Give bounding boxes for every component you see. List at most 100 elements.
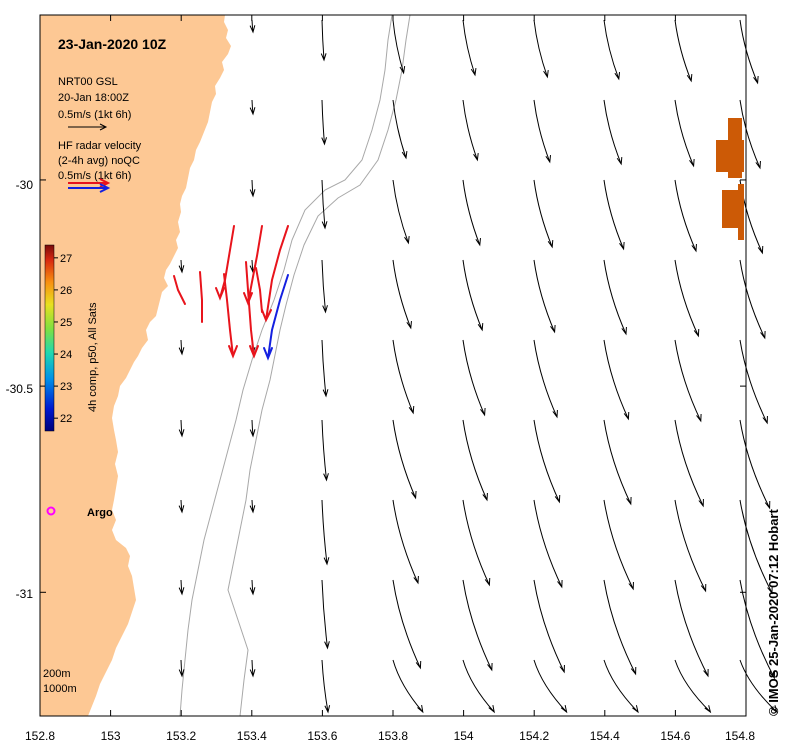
y-tick-label: -30.5 bbox=[6, 382, 34, 396]
model-arrow bbox=[392, 99, 408, 160]
land-mass bbox=[40, 15, 231, 716]
model-arrow bbox=[178, 579, 185, 596]
x-tick-label: 153.2 bbox=[166, 729, 196, 743]
radar-scale-arrow-blue bbox=[68, 183, 111, 193]
radar-arrow bbox=[173, 275, 186, 305]
model-arrow bbox=[739, 659, 778, 714]
model-arrow bbox=[392, 259, 412, 330]
model-arrow bbox=[249, 419, 256, 438]
model-arrow bbox=[321, 499, 330, 566]
colorbar-tick-label: 26 bbox=[60, 285, 72, 297]
radar-legend-scale: 0.5m/s (1kt 6h) bbox=[58, 170, 131, 182]
model-arrow bbox=[603, 19, 621, 81]
argo-marker[interactable] bbox=[46, 506, 56, 516]
model-arrow bbox=[533, 499, 563, 589]
model-arrow bbox=[462, 419, 488, 502]
model-arrow bbox=[178, 259, 185, 274]
radar-arrow bbox=[223, 273, 238, 359]
contour-1000m bbox=[227, 14, 411, 717]
radar-arrow bbox=[245, 261, 259, 359]
model-arrow bbox=[674, 499, 707, 593]
model-arrow bbox=[603, 99, 623, 166]
model-arrow bbox=[533, 179, 554, 249]
model-arrow bbox=[249, 579, 256, 596]
model-arrow bbox=[739, 19, 759, 85]
x-tick-label: 152.8 bbox=[25, 729, 55, 743]
model-arrow bbox=[533, 419, 561, 504]
radar-arrow bbox=[255, 267, 263, 313]
model-arrow bbox=[178, 499, 185, 514]
model-scale-arrow bbox=[68, 123, 108, 131]
model-arrow bbox=[603, 259, 627, 336]
model-arrow bbox=[603, 179, 625, 251]
sst-patch bbox=[738, 184, 744, 240]
model-arrow bbox=[321, 419, 329, 482]
model-arrow bbox=[739, 259, 766, 340]
model-arrow bbox=[392, 339, 415, 415]
model-arrow bbox=[249, 659, 256, 678]
model-arrow bbox=[739, 419, 771, 510]
y-axis-labels: -30 -30.5 -31 bbox=[6, 178, 34, 601]
model-arrow bbox=[674, 339, 702, 423]
model-arrow bbox=[392, 579, 422, 670]
hf-radar-arrows bbox=[173, 225, 289, 361]
model-arrow bbox=[603, 419, 632, 506]
colorbar-tick-label: 25 bbox=[60, 317, 72, 329]
model-arrow bbox=[321, 179, 328, 230]
colorbar-tick-label: 22 bbox=[60, 413, 72, 425]
model-arrow bbox=[249, 19, 256, 34]
contour-label-200m: 200m bbox=[43, 668, 71, 680]
x-tick-label: 154.8 bbox=[725, 729, 755, 743]
model-arrow bbox=[249, 99, 256, 116]
y-tick-label: -31 bbox=[16, 587, 34, 601]
model-arrow bbox=[674, 99, 695, 168]
axis-ticks bbox=[39, 15, 747, 716]
x-tick-label: 154.6 bbox=[660, 729, 690, 743]
model-arrow bbox=[321, 579, 330, 650]
colorbar-label: 4h comp, p50, All Sats bbox=[87, 302, 99, 412]
sst-patch bbox=[728, 118, 742, 178]
model-arrow bbox=[462, 19, 477, 77]
model-arrow bbox=[178, 659, 185, 678]
model-arrow bbox=[674, 19, 693, 83]
model-arrow bbox=[462, 99, 479, 162]
model-arrow bbox=[533, 19, 549, 79]
model-arrow bbox=[462, 339, 486, 417]
model-arrow bbox=[321, 339, 329, 398]
model-legend: NRT00 GSL 20-Jan 18:00Z 0.5m/s (1kt 6h) bbox=[58, 76, 131, 131]
radar-arrow bbox=[263, 274, 289, 361]
model-arrow bbox=[603, 579, 637, 676]
radar-arrow bbox=[199, 271, 203, 323]
model-arrow bbox=[462, 499, 491, 587]
colorbar-ticks: 22 23 24 25 26 27 bbox=[54, 253, 72, 425]
model-arrow bbox=[739, 339, 768, 425]
model-arrow bbox=[462, 579, 493, 672]
model-arrow bbox=[739, 99, 761, 170]
model-arrow bbox=[321, 659, 331, 714]
contour-200m bbox=[179, 14, 393, 717]
argo-label: Argo bbox=[87, 507, 113, 519]
colorbar: 22 23 24 25 26 27 4h comp, p50, All Sats bbox=[44, 244, 99, 432]
model-arrow bbox=[392, 499, 419, 585]
y-tick-label: -30 bbox=[16, 178, 34, 192]
model-arrow bbox=[321, 259, 328, 314]
sst-patches bbox=[716, 118, 744, 240]
model-arrow bbox=[533, 659, 568, 714]
model-arrow bbox=[674, 419, 704, 508]
model-legend-name: NRT00 GSL bbox=[58, 76, 118, 88]
model-arrow bbox=[674, 579, 709, 678]
model-arrow bbox=[462, 259, 484, 332]
model-arrow bbox=[533, 339, 558, 419]
model-arrow bbox=[392, 19, 406, 75]
credit-text: © IMOS 25-Jan-2020 07:12 Hobart bbox=[766, 509, 781, 716]
model-arrow bbox=[392, 419, 417, 500]
model-arrow bbox=[392, 179, 410, 245]
model-arrow bbox=[674, 179, 697, 253]
x-axis-labels: 152.8 153 153.2 153.4 153.6 153.8 154 15… bbox=[25, 729, 755, 743]
model-arrow bbox=[674, 259, 700, 338]
radar-arrow bbox=[261, 225, 289, 323]
x-tick-label: 153 bbox=[101, 729, 121, 743]
colorbar-tick-label: 27 bbox=[60, 253, 72, 265]
model-arrow bbox=[603, 499, 634, 591]
